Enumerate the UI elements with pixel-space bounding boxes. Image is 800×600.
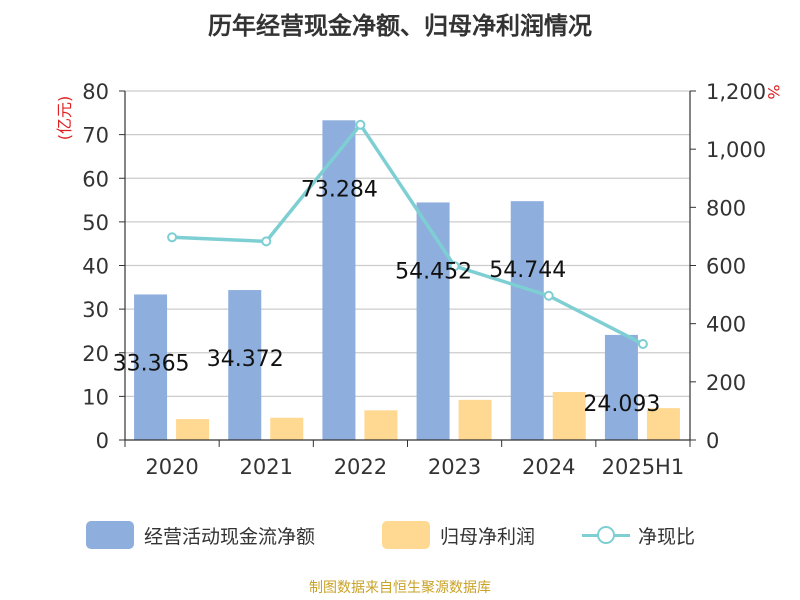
x-tick-label: 2020: [145, 455, 198, 479]
bar-net-profit: [270, 417, 304, 440]
legend-swatch-op-cash: [86, 521, 134, 549]
source-note: 制图数据来自恒生聚源数据库: [309, 580, 491, 596]
data-label-op-cash: 33.365: [113, 351, 190, 376]
legend-label-net-profit: 归母净利润: [440, 525, 536, 548]
grid-lines: [125, 90, 690, 397]
y-left-tick-label: 80: [82, 80, 109, 104]
x-tick-label: 2024: [522, 455, 575, 479]
x-tick-label: 2025H1: [602, 455, 685, 479]
ratio-line: [172, 122, 644, 346]
y-right-tick-label: 0: [706, 429, 719, 453]
data-label-op-cash: 34.372: [207, 347, 284, 372]
bar-op-cash: [134, 294, 168, 440]
y-left-tick-label: 10: [82, 385, 109, 409]
ratio-point: [355, 119, 366, 130]
data-label-op-cash: 54.452: [395, 259, 472, 284]
y-right-tick-label: 200: [706, 371, 746, 395]
ratio-point: [449, 261, 460, 272]
y-left-tick-label: 40: [82, 255, 109, 279]
data-label-op-cash: 73.284: [301, 177, 378, 202]
axes: 0102030405060708002004006008001,0001,200…: [55, 80, 783, 479]
ratio-point: [637, 339, 648, 350]
y-right-tick-label: 800: [706, 196, 746, 220]
data-label-op-cash: 54.744: [489, 258, 566, 283]
legend-swatch-net-profit: [382, 521, 430, 549]
y-right-axis-label: %: [764, 84, 783, 99]
bar-op-cash: [510, 201, 544, 440]
y-left-tick-label: 30: [82, 298, 109, 322]
bar-net-profit: [646, 408, 680, 440]
legend-label-op-cash: 经营活动现金流净额: [144, 525, 316, 548]
bar-net-profit: [458, 399, 492, 440]
legend-swatch-ratio: [582, 521, 630, 549]
bar-op-cash: [604, 334, 638, 440]
y-right-tick-label: 600: [706, 255, 746, 279]
chart-title: 历年经营现金净额、归母净利润情况: [208, 12, 592, 40]
ratio-point: [543, 290, 554, 301]
legend-item-net-profit[interactable]: 归母净利润: [382, 520, 535, 550]
y-right-tick-label: 400: [706, 313, 746, 337]
y-left-tick-label: 70: [82, 124, 109, 148]
line-series: [167, 119, 648, 350]
legend-label-ratio: 净现比: [638, 525, 696, 548]
ratio-point: [261, 236, 272, 247]
y-left-tick-label: 20: [82, 342, 109, 366]
y-left-tick-label: 0: [96, 429, 109, 453]
bar-op-cash: [228, 290, 262, 440]
bar-series: [134, 120, 680, 440]
bar-op-cash: [416, 202, 450, 440]
x-tick-label: 2022: [334, 455, 387, 479]
x-tick-label: 2021: [240, 455, 293, 479]
bar-op-cash: [322, 120, 356, 440]
x-tick-label: 2023: [428, 455, 481, 479]
y-right-tick-label: 1,200: [706, 80, 766, 104]
y-right-tick-label: 1,000: [706, 138, 766, 162]
data-label-op-cash: 24.093: [583, 392, 660, 417]
bar-net-profit: [176, 419, 210, 440]
bar-net-profit: [364, 410, 398, 440]
legend-item-ratio[interactable]: 净现比: [582, 520, 695, 550]
y-left-axis-label: (亿元): [55, 96, 74, 141]
ratio-point: [167, 232, 178, 243]
bar-net-profit: [552, 392, 586, 440]
y-left-tick-label: 50: [82, 211, 109, 235]
y-left-tick-label: 60: [82, 167, 109, 191]
legend-item-op-cash[interactable]: 经营活动现金流净额: [86, 520, 315, 550]
data-labels: 33.365 34.372 73.284 54.452 54.744 24.093: [113, 177, 661, 417]
